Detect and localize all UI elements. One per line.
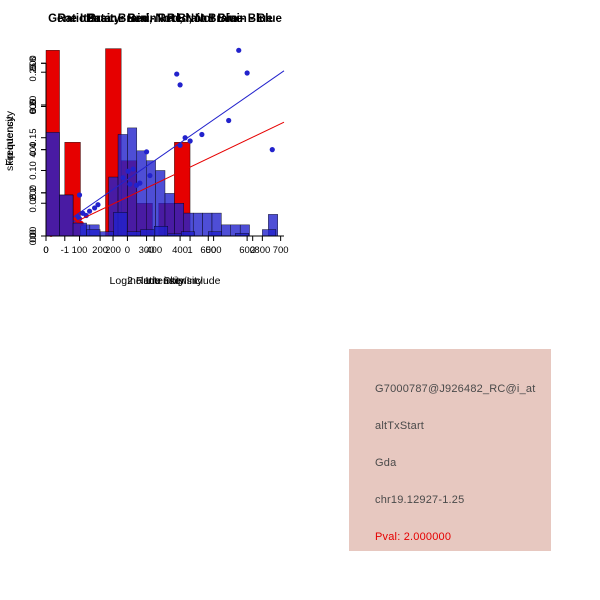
- y-tick-label: 200: [28, 185, 39, 201]
- locus-text: chr19.12927-1.25: [375, 494, 465, 506]
- y-axis-label: skip intensity: [4, 110, 16, 171]
- y-tick-label: 0.00: [28, 227, 39, 246]
- y-tick-label: 0.0: [28, 229, 39, 242]
- y-tick-label: 0.05: [28, 194, 39, 213]
- info-panel: G7000787@J926482_RC@i_at altTxStart Gda …: [349, 349, 551, 551]
- chart-title: RatioData: Brain - Red, Not Brain - Blue: [57, 13, 272, 25]
- x-axis-label: include intensity: [128, 275, 203, 287]
- x-axis-label: Intensity: [145, 275, 185, 287]
- x-tick-label: 600: [239, 245, 255, 256]
- x-tick-label: 1: [187, 245, 192, 256]
- x-tick-label: 500: [206, 245, 222, 256]
- y-axis-label: Frequency: [4, 115, 16, 165]
- y-tick-label: 0.20: [28, 96, 39, 115]
- x-tick-label: 400: [146, 245, 162, 256]
- x-tick-label: 300: [139, 245, 155, 256]
- x-tick-label: 800: [254, 245, 270, 256]
- gene-name-text: Gda: [375, 457, 397, 469]
- y-tick-label: 400: [28, 142, 39, 158]
- y-tick-label: 600: [28, 99, 39, 115]
- y-tick-label: 0.4: [28, 143, 39, 156]
- pval-text: Pval: 2.000000: [375, 531, 452, 543]
- y-tick-label: 0: [28, 233, 39, 238]
- y-tick-label: 0.8: [28, 57, 39, 70]
- x-tick-label: 200: [92, 245, 108, 256]
- x-tick-label: 400: [172, 245, 188, 256]
- y-tick-label: 0.2: [28, 186, 39, 199]
- x-tick-label: -1: [61, 245, 69, 256]
- x-tick-label: 600: [200, 245, 216, 256]
- x-tick-label: 0: [125, 245, 130, 256]
- y-tick-label: 0.15: [28, 128, 39, 147]
- y-tick-label: 0.6: [28, 100, 39, 113]
- y-tick-label: 800: [28, 55, 39, 71]
- y-axis-label: Frequency: [4, 115, 16, 165]
- series-not-brain: [45, 132, 277, 237]
- x-tick-label: 700: [273, 245, 289, 256]
- x-tick-label: 0: [43, 245, 48, 256]
- chart-title: Brain - Red, Not Brain - Blue: [88, 13, 243, 25]
- probe-id-text: G7000787@J926482_RC@i_at: [375, 383, 536, 395]
- event-type-text: altTxStart: [375, 420, 425, 432]
- x-tick-label: 100: [72, 245, 88, 256]
- x-axis-label: Log2 Ratio Skip/Include: [110, 275, 221, 287]
- x-tick-label: 0: [43, 245, 48, 256]
- x-tick-label: 2: [250, 245, 255, 256]
- x-tick-label: 200: [105, 245, 121, 256]
- chart-title: Gene Itensity: Brain - Red, Not Brain - …: [48, 13, 282, 25]
- y-tick-label: 0.25: [28, 63, 39, 82]
- y-tick-label: 0.10: [28, 161, 39, 180]
- chart-ratio-hist: -1 0 1 20.000.050.100.150.200.25RatioData: …: [4, 13, 284, 287]
